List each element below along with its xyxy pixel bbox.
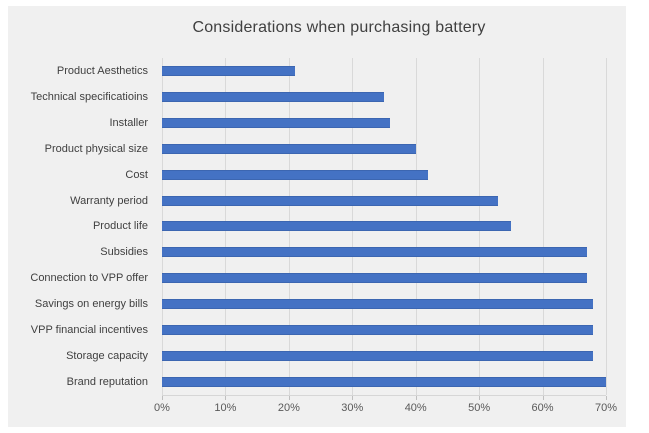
bar: [162, 195, 499, 206]
x-tick-label: 60%: [531, 402, 554, 414]
bar-row: [162, 110, 606, 136]
bar-row: [162, 188, 606, 214]
axis-tick-mark: [352, 396, 354, 400]
bar-row: [162, 317, 606, 343]
category-label: Storage capacity: [66, 350, 148, 363]
bar-chart: Considerations when purchasing battery P…: [8, 6, 626, 427]
axis-tick-mark: [606, 396, 607, 400]
category-label: Brand reputation: [66, 376, 148, 389]
gridline: [542, 58, 544, 395]
category-label: Product Aesthetics: [56, 64, 148, 77]
x-tick-label: 10%: [214, 402, 237, 414]
bar: [162, 221, 511, 232]
category-label: Warranty period: [70, 194, 148, 207]
category-label: Savings on energy bills: [34, 298, 148, 311]
bar: [162, 117, 391, 128]
bar: [162, 273, 587, 284]
bar: [162, 247, 587, 258]
gridline: [606, 58, 607, 395]
bar-row: [162, 214, 606, 240]
axis-tick-mark: [288, 396, 290, 400]
x-tick-label: 30%: [341, 402, 364, 414]
bar: [162, 65, 296, 76]
axis-tick-mark: [479, 396, 481, 400]
category-label: Product life: [92, 220, 148, 233]
category-label: VPP financial incentives: [30, 324, 148, 337]
category-label: Subsidies: [100, 246, 148, 259]
category-label: Installer: [109, 116, 148, 129]
axis-tick-mark: [162, 396, 163, 400]
axis-tick-mark: [415, 396, 417, 400]
bar: [162, 351, 594, 362]
axis-tick-mark: [225, 396, 227, 400]
bar: [162, 143, 416, 154]
bar-row: [162, 136, 606, 162]
bar: [162, 91, 384, 102]
bar-row: [162, 369, 606, 395]
bar-row: [162, 162, 606, 188]
x-tick-label: 0%: [154, 402, 170, 414]
bar-row: [162, 239, 606, 265]
category-label: Product physical size: [44, 142, 148, 155]
category-label: Technical specificatioins: [30, 90, 148, 103]
category-label: Connection to VPP offer: [30, 272, 148, 285]
x-tick-label: 70%: [594, 402, 618, 414]
chart-title: Considerations when purchasing battery: [192, 19, 486, 36]
category-label: Cost: [125, 168, 148, 181]
bar: [162, 299, 594, 310]
bar-row: [162, 343, 606, 369]
x-tick-label: 20%: [277, 402, 300, 414]
bars-container: [162, 58, 606, 395]
x-tick-label: 40%: [404, 402, 427, 414]
bar: [162, 325, 594, 336]
axis-tick-mark: [542, 396, 544, 400]
category-labels-column: Product Aesthetics Technical specificatio…: [8, 58, 155, 395]
bar-row: [162, 291, 606, 317]
bar-row: [162, 265, 606, 291]
x-axis: 0% 10% 20% 30% 40% 50% 60% 70%: [154, 402, 617, 422]
bar-row: [162, 58, 606, 84]
bar: [162, 377, 606, 388]
bar: [162, 169, 429, 180]
x-tick-label: 50%: [468, 402, 491, 414]
bar-row: [162, 84, 606, 110]
